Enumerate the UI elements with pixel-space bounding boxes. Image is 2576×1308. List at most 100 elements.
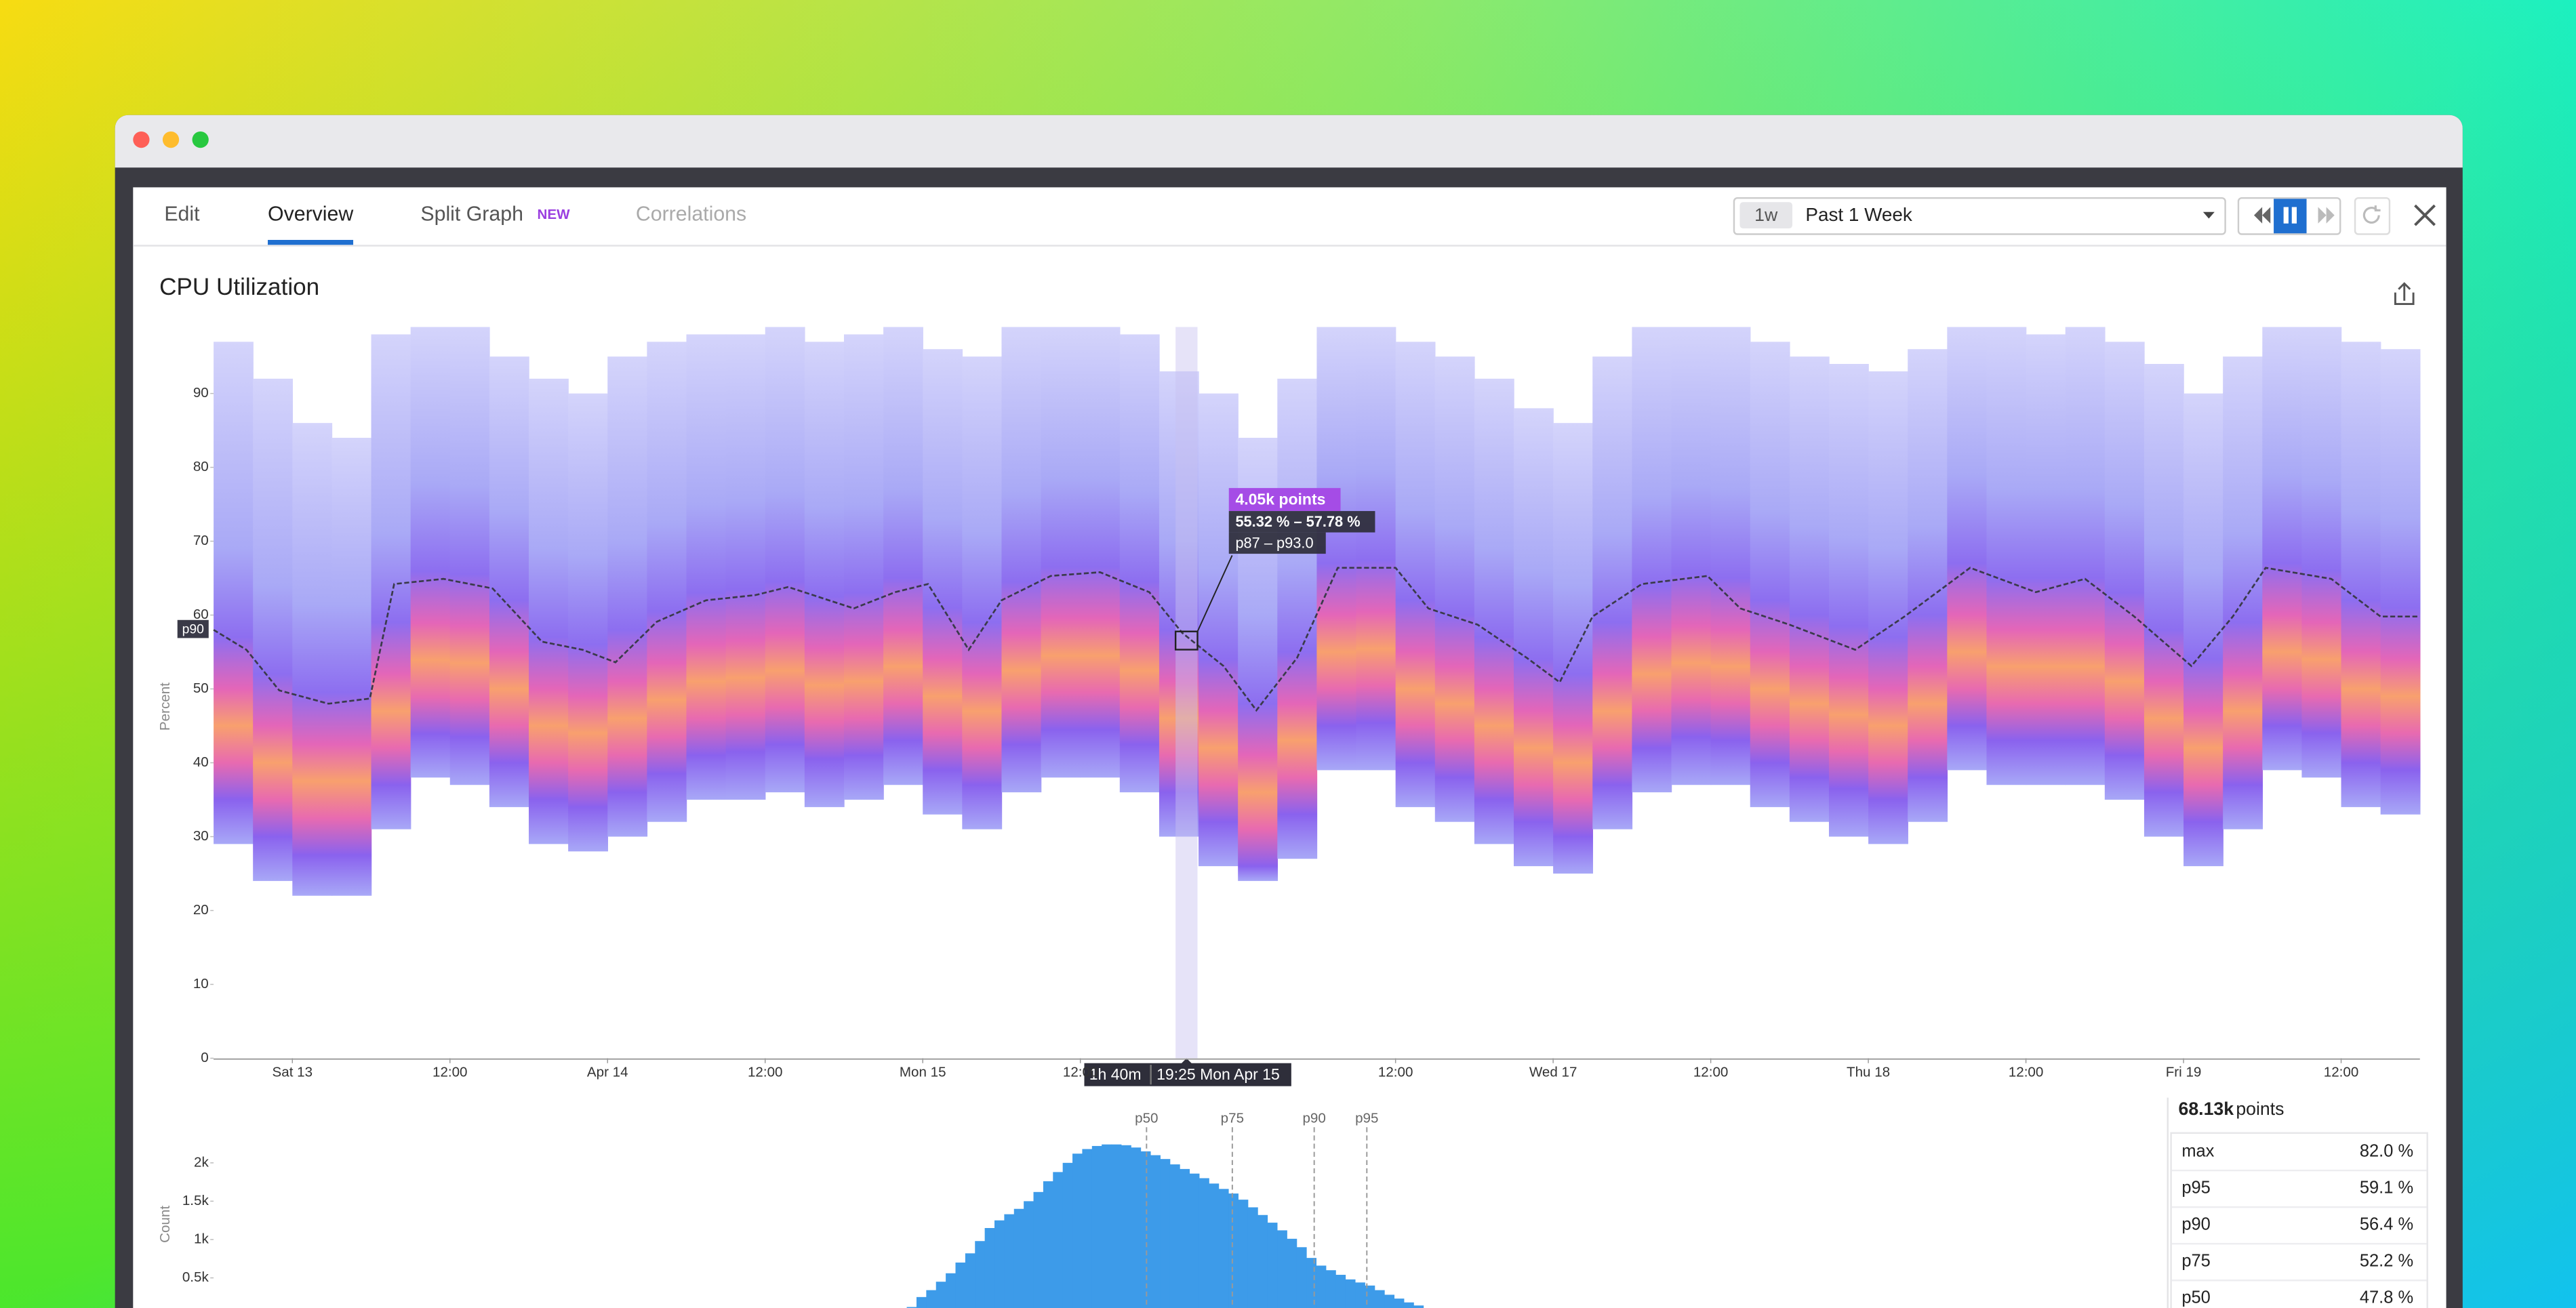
y-tick-label: 50 bbox=[193, 680, 209, 696]
stats-box bbox=[2170, 1132, 2428, 1308]
y-tick-label: 10 bbox=[193, 976, 209, 992]
heatmap-column bbox=[804, 342, 845, 807]
histogram-bar bbox=[1267, 1223, 1278, 1308]
histogram-bar bbox=[916, 1296, 927, 1308]
heatmap-column bbox=[686, 334, 727, 800]
heatmap-column bbox=[214, 342, 254, 844]
cursor-sep bbox=[1150, 1065, 1152, 1085]
cursor-time: 19:25 Mon Apr 15 bbox=[1156, 1065, 1280, 1083]
cursor-label-bg bbox=[1084, 1063, 1291, 1086]
tab[interactable]: Edit bbox=[164, 203, 200, 226]
histogram-bar bbox=[1160, 1159, 1171, 1308]
new-badge: NEW bbox=[537, 207, 570, 222]
heatmap-column bbox=[923, 349, 963, 815]
histogram-bar bbox=[984, 1228, 995, 1308]
histogram-bar bbox=[1102, 1144, 1112, 1308]
heatmap-column bbox=[2301, 327, 2342, 778]
heatmap-column bbox=[647, 342, 687, 822]
pause-button[interactable] bbox=[2274, 199, 2307, 234]
heatmap-column bbox=[765, 327, 805, 793]
histogram-bar bbox=[1394, 1299, 1405, 1308]
heatmap-column bbox=[1159, 371, 1199, 837]
pause-icon bbox=[2283, 207, 2289, 224]
histogram-bar bbox=[1140, 1151, 1151, 1308]
heatmap-column bbox=[2341, 342, 2381, 807]
rewind-button[interactable] bbox=[2254, 207, 2271, 224]
histogram-bar bbox=[1082, 1149, 1093, 1308]
histogram-bar bbox=[1043, 1181, 1053, 1308]
histogram-bar bbox=[1180, 1168, 1190, 1308]
histogram-bar bbox=[1209, 1183, 1220, 1308]
series-tag-bg bbox=[177, 619, 209, 638]
export-button[interactable] bbox=[2394, 282, 2415, 306]
heatmap-column bbox=[2026, 334, 2066, 785]
series-tag: p90 bbox=[182, 621, 205, 636]
histogram-bar bbox=[1091, 1145, 1102, 1308]
reset-button[interactable] bbox=[2354, 197, 2391, 235]
percentile-label: p50 bbox=[1135, 1111, 1158, 1126]
x-tick-label: 12:00 bbox=[2009, 1065, 2044, 1080]
heatmap-column bbox=[2380, 349, 2421, 815]
heatmap-column bbox=[1553, 423, 1593, 874]
heatmap-column bbox=[725, 334, 766, 800]
y-tick-label: 0.5k bbox=[182, 1269, 209, 1285]
y-tick-label: 2k bbox=[194, 1154, 209, 1170]
x-tick-label: Sat 13 bbox=[273, 1065, 313, 1080]
tooltip-title-bg bbox=[1228, 488, 1341, 512]
histogram-bar bbox=[1004, 1214, 1015, 1308]
x-tick-label: Mon 15 bbox=[900, 1065, 946, 1080]
tooltip-leader bbox=[1196, 555, 1233, 632]
close-dot[interactable] bbox=[133, 131, 150, 148]
dropdown-caret[interactable] bbox=[2202, 211, 2215, 219]
minimize-dot[interactable] bbox=[162, 131, 180, 148]
histogram-bar bbox=[1374, 1290, 1385, 1308]
histogram-bar bbox=[1257, 1214, 1268, 1308]
heatmap-column bbox=[2065, 327, 2106, 785]
histogram-bar bbox=[1247, 1207, 1258, 1308]
heatmap-column bbox=[1592, 356, 1633, 830]
x-tick-label: 12:00 bbox=[432, 1065, 468, 1080]
forward-button[interactable] bbox=[2318, 207, 2335, 224]
histogram-bar bbox=[1024, 1201, 1034, 1308]
heatmap-column bbox=[2223, 356, 2263, 830]
histogram-bar bbox=[1384, 1294, 1395, 1308]
heatmap-column bbox=[489, 356, 529, 807]
x-tick-label: Thu 18 bbox=[1847, 1065, 1890, 1080]
heatmap-column bbox=[253, 378, 294, 881]
y-axis-label: Percent bbox=[157, 682, 173, 731]
heatmap-column bbox=[1277, 378, 1318, 859]
tab[interactable]: Correlations bbox=[636, 203, 746, 226]
tab-underline bbox=[268, 239, 354, 245]
histogram-bar bbox=[1033, 1191, 1044, 1308]
histogram-bar bbox=[1189, 1173, 1200, 1308]
stats-value: 52.2 % bbox=[2360, 1252, 2413, 1271]
x-tick-label: 12:00 bbox=[2324, 1065, 2359, 1080]
p90-line bbox=[213, 567, 2419, 712]
zoom-dot[interactable] bbox=[192, 131, 209, 148]
y-tick-label: 1.5k bbox=[182, 1193, 209, 1208]
x-tick-label: Apr 14 bbox=[587, 1065, 628, 1080]
histogram-bar bbox=[1013, 1208, 1024, 1308]
heatmap-column bbox=[1119, 334, 1160, 793]
heatmap-column bbox=[568, 393, 608, 852]
y-tick-label: 80 bbox=[193, 459, 209, 474]
stats-name: p50 bbox=[2181, 1288, 2210, 1307]
heatmap-column bbox=[1395, 342, 1436, 807]
tooltip-title: 4.05k points bbox=[1235, 490, 1325, 508]
histogram-bar bbox=[1316, 1265, 1327, 1308]
close-button[interactable] bbox=[2414, 204, 2436, 226]
histogram-bar bbox=[1121, 1145, 1131, 1308]
heatmap-column bbox=[1474, 378, 1514, 844]
stats-value: 59.1 % bbox=[2360, 1178, 2413, 1197]
histogram-bar bbox=[1199, 1178, 1209, 1308]
tab-active[interactable]: Overview bbox=[268, 203, 353, 226]
time-selector[interactable] bbox=[1733, 197, 2226, 235]
histogram-bar bbox=[955, 1262, 966, 1308]
histogram-bar bbox=[1403, 1302, 1414, 1308]
histogram-bar bbox=[1062, 1162, 1073, 1308]
tab[interactable]: Split Graph bbox=[420, 203, 523, 226]
x-tick-label: Wed 17 bbox=[1529, 1065, 1577, 1080]
y-tick-label: 90 bbox=[193, 385, 209, 401]
time-shortcut: 1w bbox=[1754, 205, 1778, 225]
heatmap-column bbox=[1514, 408, 1554, 867]
